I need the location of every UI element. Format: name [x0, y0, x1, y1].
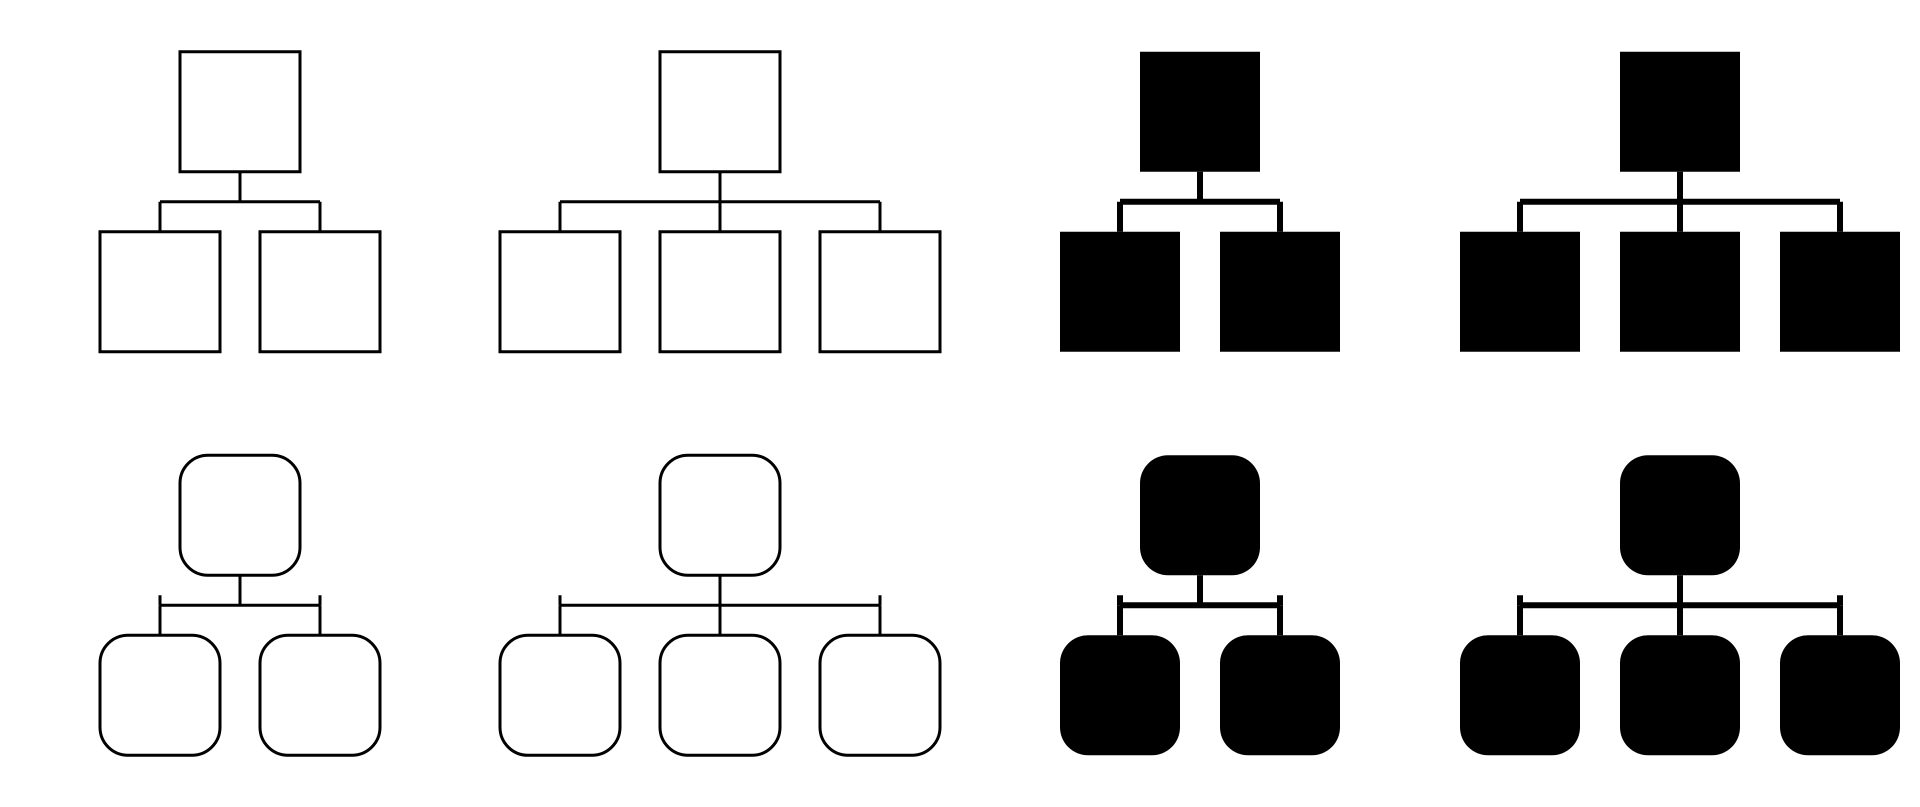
parent-node — [1620, 455, 1740, 575]
child-node-1 — [1060, 232, 1180, 352]
child-node-2 — [1620, 635, 1740, 755]
child-node-1 — [1460, 635, 1580, 755]
parent-node — [1140, 52, 1260, 172]
parent-node — [1140, 455, 1260, 575]
child-node-2 — [1220, 232, 1340, 352]
child-node-3 — [1780, 635, 1900, 755]
child-node-2 — [1620, 232, 1740, 352]
parent-node — [1620, 52, 1740, 172]
child-node-1 — [1460, 232, 1580, 352]
child-node-2 — [1220, 635, 1340, 755]
icon-grid — [0, 0, 1920, 807]
child-node-1 — [1060, 635, 1180, 755]
child-node-3 — [1780, 232, 1900, 352]
